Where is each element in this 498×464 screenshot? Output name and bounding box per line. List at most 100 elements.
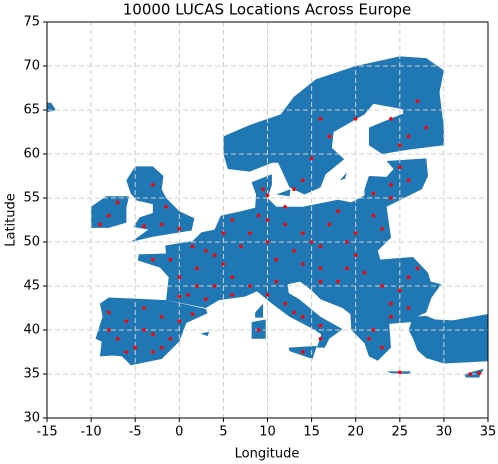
point xyxy=(380,284,384,288)
point xyxy=(327,222,332,227)
point xyxy=(151,332,155,337)
point xyxy=(168,257,173,262)
point xyxy=(190,312,195,316)
point xyxy=(230,275,235,280)
point xyxy=(300,262,305,266)
point xyxy=(256,328,261,332)
points xyxy=(98,99,481,376)
point xyxy=(115,337,120,341)
point xyxy=(318,244,323,249)
point xyxy=(274,257,279,262)
land xyxy=(91,196,130,228)
point xyxy=(283,205,287,209)
point xyxy=(230,218,235,222)
point xyxy=(318,279,323,284)
point xyxy=(283,301,287,306)
x-tick-label: 5 xyxy=(219,425,227,440)
point xyxy=(195,266,199,271)
point xyxy=(98,222,102,227)
point xyxy=(300,178,305,183)
point xyxy=(406,275,411,280)
x-tick-label: 25 xyxy=(392,425,409,440)
point xyxy=(159,222,164,227)
point xyxy=(327,134,332,139)
point xyxy=(221,262,226,266)
point xyxy=(292,187,296,191)
point xyxy=(406,134,411,139)
point xyxy=(353,231,358,235)
x-tick-label: 35 xyxy=(480,425,497,440)
point xyxy=(300,315,305,319)
point xyxy=(371,213,376,218)
point xyxy=(318,266,323,271)
point xyxy=(212,253,217,257)
point xyxy=(362,271,367,275)
y-axis-label: Latitude xyxy=(4,193,19,247)
point xyxy=(283,222,287,227)
point xyxy=(106,213,111,218)
point xyxy=(124,350,129,354)
point xyxy=(159,315,164,319)
y-tick-label: 50 xyxy=(23,235,40,250)
point xyxy=(300,231,305,235)
land xyxy=(464,368,484,378)
y-tick-label: 35 xyxy=(23,367,40,382)
point xyxy=(177,227,182,231)
point xyxy=(371,191,376,196)
y-tick-label: 40 xyxy=(23,323,40,338)
x-tick-label: -5 xyxy=(129,425,142,440)
point xyxy=(168,337,173,341)
point xyxy=(398,288,402,293)
point xyxy=(398,165,402,169)
point xyxy=(345,240,349,244)
point xyxy=(300,350,305,354)
point xyxy=(265,218,270,222)
y-tick-label: 45 xyxy=(23,279,40,294)
point xyxy=(265,193,270,198)
point xyxy=(248,231,252,235)
land xyxy=(408,313,488,364)
point xyxy=(256,213,261,218)
point xyxy=(318,117,323,121)
point xyxy=(398,143,402,147)
point xyxy=(380,227,384,231)
point xyxy=(353,117,358,121)
point xyxy=(164,205,168,209)
x-tick-label: 30 xyxy=(436,425,453,440)
point xyxy=(115,200,120,205)
point xyxy=(309,240,314,244)
point xyxy=(309,156,314,161)
x-tick-label: 10 xyxy=(259,425,276,440)
point xyxy=(292,310,296,315)
point xyxy=(265,240,270,244)
point xyxy=(151,350,155,354)
point xyxy=(203,297,208,302)
x-axis-label: Longitude xyxy=(235,447,300,462)
point xyxy=(389,301,393,306)
point xyxy=(345,266,349,271)
point xyxy=(389,183,393,187)
point xyxy=(151,183,155,187)
point xyxy=(195,284,199,288)
point xyxy=(239,244,243,249)
point xyxy=(133,345,137,350)
point xyxy=(389,315,393,319)
land xyxy=(95,297,208,366)
x-tick-label: -10 xyxy=(80,425,101,440)
point xyxy=(230,293,235,297)
point xyxy=(265,293,270,297)
point xyxy=(248,284,252,288)
point xyxy=(212,284,217,288)
point xyxy=(477,371,481,375)
point xyxy=(177,319,182,324)
point xyxy=(190,244,195,249)
point xyxy=(124,319,129,324)
point xyxy=(318,337,323,341)
point xyxy=(353,253,358,257)
point xyxy=(415,266,420,271)
chart-title: 10000 LUCAS Locations Across Europe xyxy=(123,1,412,19)
land xyxy=(126,166,195,242)
land xyxy=(255,303,264,318)
land xyxy=(137,158,442,361)
